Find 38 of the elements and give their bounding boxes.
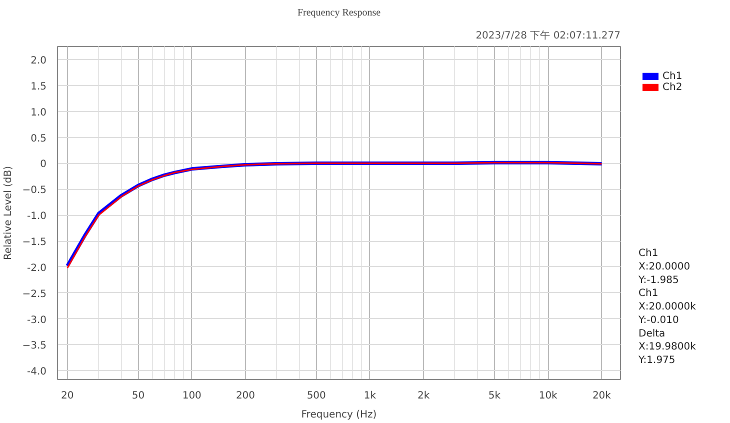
y-tick-label: -2.0: [26, 262, 47, 274]
y-tick-label: 1.5: [30, 81, 47, 92]
text: Ch1: [638, 288, 658, 300]
text: Y:-0.010: [638, 314, 679, 326]
y-tick-label: −1.5: [22, 237, 47, 248]
chart-title: Frequency Response: [297, 8, 382, 18]
y-axis-title: Relative Level (dB): [3, 166, 14, 260]
x-tick-label: 20: [61, 390, 74, 402]
x-tick-label: 5k: [488, 390, 501, 402]
x-tick-label: 500: [306, 390, 326, 402]
legend-label: Ch2: [662, 82, 682, 93]
legend-label: Ch1: [662, 70, 682, 82]
y-tick-label: −3.5: [22, 340, 47, 352]
x-tick-label: 100: [182, 390, 202, 402]
y-tick-label: −2.5: [22, 288, 47, 300]
x-tick-label: 10k: [538, 390, 558, 402]
x-tick-label: 20k: [592, 390, 612, 402]
x-tick-label: 50: [132, 390, 145, 402]
y-tick-label: -4.0: [26, 366, 47, 378]
x-tick-label: 200: [236, 390, 256, 402]
chart-subtitle: 2023/7/28 下午 02:07:11.277: [476, 30, 621, 42]
y-tick-label: 0: [40, 159, 47, 170]
y-tick-label: 2.0: [30, 55, 47, 66]
y-tick-label: -3.0: [26, 314, 47, 326]
text: X:20.0000: [638, 261, 690, 272]
x-axis-title: Frequency (Hz): [301, 410, 377, 420]
text: X:19.9800k: [638, 342, 696, 353]
text: X:20.0000k: [638, 302, 696, 313]
y-tick-label: −0.5: [22, 185, 47, 196]
y-tick-label: 0.5: [30, 133, 47, 144]
text: Y:-1.985: [638, 274, 679, 286]
y-tick-label: -1.0: [26, 211, 47, 222]
text: Y:1.975: [638, 355, 676, 366]
x-tick-label: 1k: [364, 390, 376, 402]
x-tick-label: 2k: [418, 390, 430, 402]
y-tick-label: 1.0: [30, 107, 47, 118]
text: Ch1: [638, 248, 658, 260]
text: Delta: [638, 328, 666, 340]
